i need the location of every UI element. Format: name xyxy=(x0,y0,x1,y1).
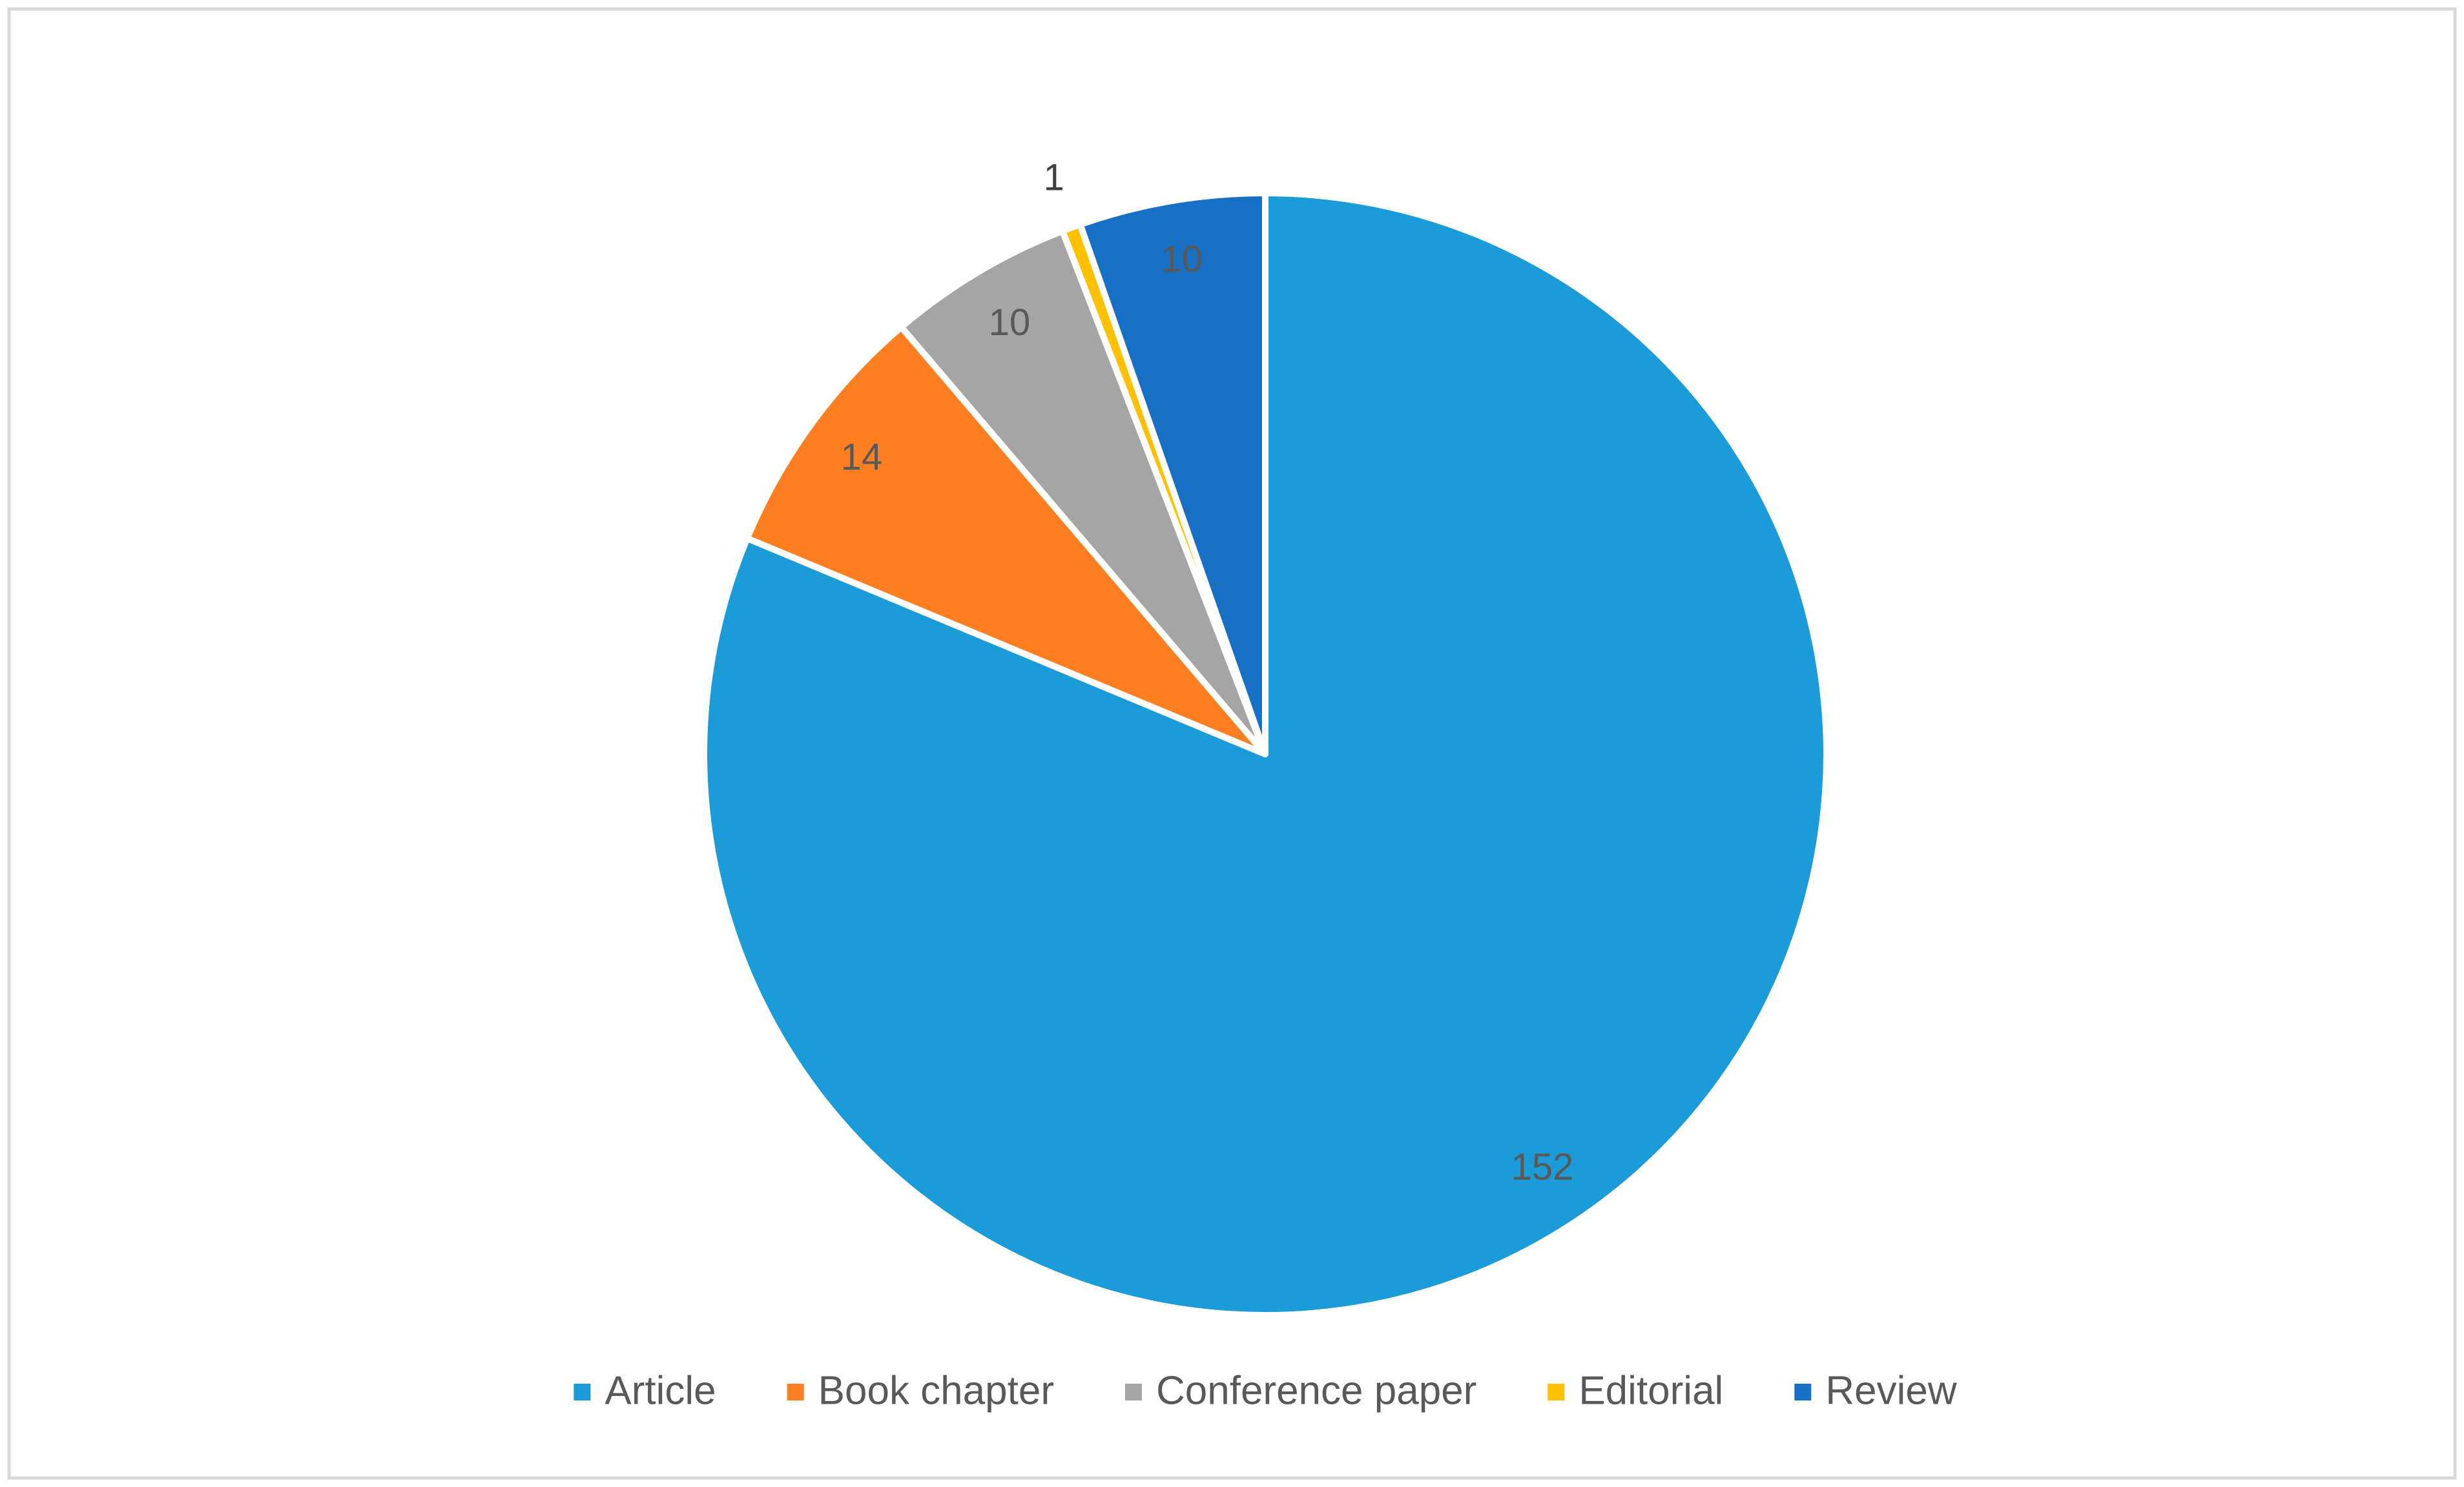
legend-swatch xyxy=(787,1384,804,1400)
data-label: 152 xyxy=(1511,1146,1574,1188)
data-label: 10 xyxy=(989,302,1031,344)
legend-label: Editorial xyxy=(1579,1368,1723,1413)
legend-swatch xyxy=(574,1384,591,1400)
data-label: 14 xyxy=(841,436,883,478)
pie-slice xyxy=(898,227,1268,757)
pie-slice xyxy=(701,190,1830,1318)
legend-label: Article xyxy=(605,1368,716,1413)
legend-swatch xyxy=(1548,1384,1565,1400)
pie-slice xyxy=(1077,190,1268,757)
data-label: 1 xyxy=(1044,156,1064,198)
pie-slice xyxy=(743,323,1268,757)
legend-swatch xyxy=(1124,1384,1142,1400)
legend-label: Book chapter xyxy=(818,1368,1054,1413)
legend-label: Conference paper xyxy=(1156,1368,1476,1413)
legend-label: Review xyxy=(1825,1368,1957,1413)
legend-swatch xyxy=(1794,1384,1812,1400)
data-label: 10 xyxy=(1161,238,1203,280)
